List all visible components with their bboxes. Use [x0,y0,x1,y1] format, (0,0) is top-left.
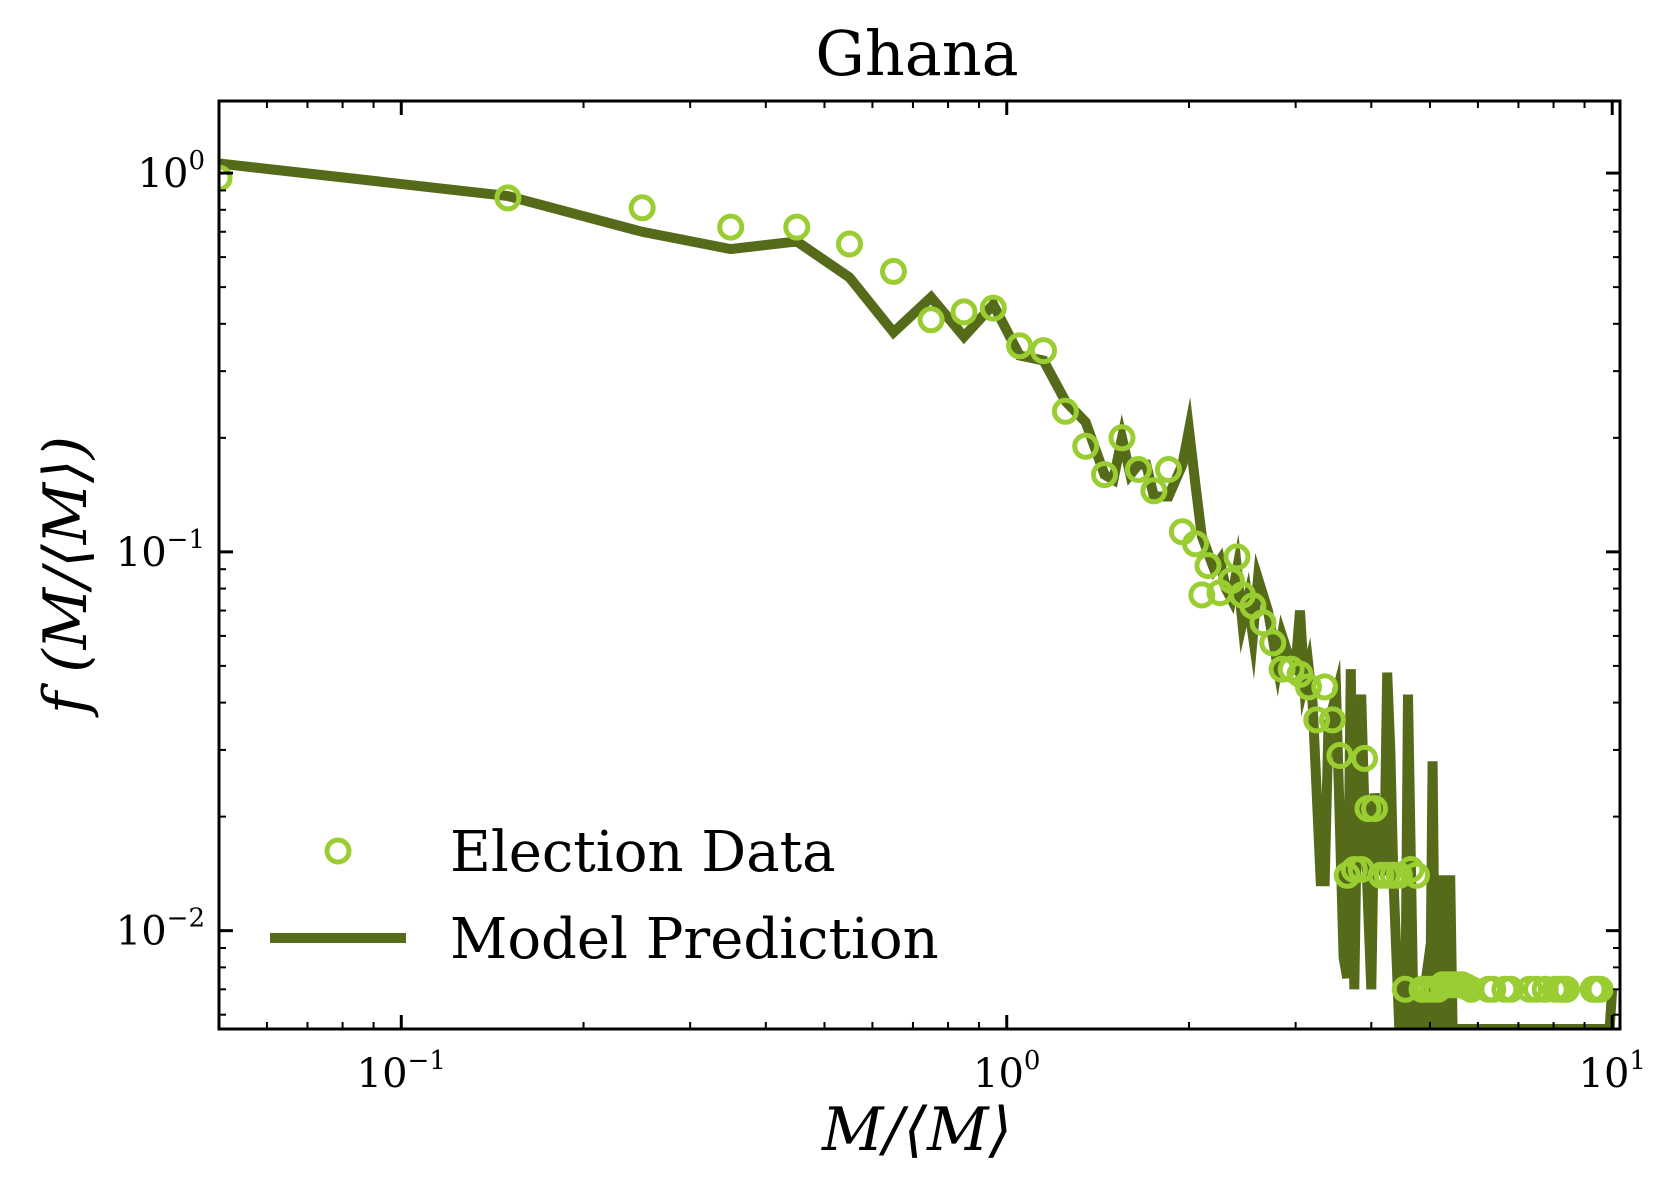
x-axis-label: M/⟨M⟩ [821,1095,1012,1165]
election-data-point [1318,706,1346,734]
y-tick-label: 10−1 [116,525,205,576]
election-data-point [1194,552,1222,580]
election-data-point [1155,456,1182,483]
election-data-point [1295,673,1322,701]
election-data-point [1124,456,1152,483]
election-data-point [1259,629,1287,657]
election-data-point [1326,742,1354,769]
y-tick-label: 100 [138,146,205,197]
election-data-point [1108,424,1136,452]
election-data-point [1303,706,1331,734]
election-data-point [1403,861,1430,889]
election-data-point [1006,332,1034,360]
election-data-point [1140,477,1168,505]
x-tick-label: 101 [1579,1046,1646,1097]
election-data-point [836,230,863,258]
legend-model-label: Model Prediction [450,907,939,972]
election-data-point [1552,975,1580,1003]
election-data-point [950,298,978,326]
legend-data-marker [324,837,352,865]
election-data-point [1586,975,1614,1003]
election-data-point [1188,581,1216,609]
x-tick-label: 100 [973,1046,1040,1097]
election-data-point [1182,530,1209,558]
election-data-point [1311,673,1339,701]
election-data-point [1030,337,1057,365]
election-data-point [628,194,656,222]
y-tick-label: 10−2 [116,904,205,955]
x-tick-label: 10−1 [357,1046,446,1097]
election-data-point [1397,856,1425,883]
election-data-point [917,306,945,334]
election-data-point [1351,744,1379,772]
plot-frame [217,99,1622,1031]
election-data-point [1479,975,1507,1003]
election-data-point [1072,432,1100,460]
election-data-point [1051,397,1079,425]
election-data-point [979,294,1007,322]
election-data-point [494,184,522,212]
chart-title: Ghana [815,17,1018,90]
election-data-point [1091,461,1118,489]
legend: Election Data Model Prediction [270,820,939,972]
legend-data-label: Election Data [450,820,835,885]
election-data-point [717,213,745,241]
y-axis-label: f (M/⟨M⟩) [31,436,101,718]
election-data-point [880,257,907,285]
model-prediction-line [219,158,1618,1029]
series-layer [219,158,1618,1029]
election-data-point [1361,795,1388,823]
election-data-point [1223,543,1251,571]
election-data-point [783,213,811,241]
election-data-point [219,164,233,192]
election-data-point [1497,975,1525,1003]
